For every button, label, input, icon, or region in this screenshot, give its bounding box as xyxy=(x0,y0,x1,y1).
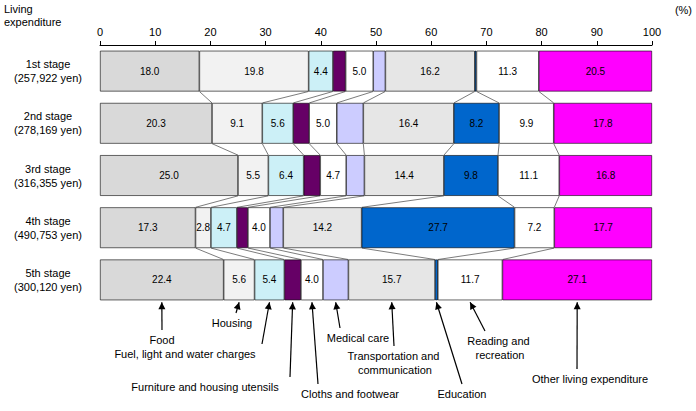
svg-text:4.0: 4.0 xyxy=(305,274,319,285)
svg-text:5.6: 5.6 xyxy=(232,274,246,285)
svg-text:15.7: 15.7 xyxy=(382,274,402,285)
svg-text:14.4: 14.4 xyxy=(394,170,414,181)
svg-text:0: 0 xyxy=(97,26,103,38)
svg-text:100: 100 xyxy=(643,26,661,38)
svg-text:communication: communication xyxy=(358,364,432,376)
svg-text:Food: Food xyxy=(149,334,174,346)
svg-text:10: 10 xyxy=(149,26,161,38)
svg-text:16.8: 16.8 xyxy=(596,170,616,181)
svg-text:20: 20 xyxy=(204,26,216,38)
svg-text:11.3: 11.3 xyxy=(498,66,517,77)
svg-text:9.9: 9.9 xyxy=(519,118,533,129)
svg-text:11.1: 11.1 xyxy=(519,170,538,181)
svg-text:17.7: 17.7 xyxy=(593,222,613,233)
svg-text:Education: Education xyxy=(438,388,487,400)
svg-text:5.5: 5.5 xyxy=(246,170,260,181)
svg-text:22.4: 22.4 xyxy=(152,274,172,285)
svg-text:16.4: 16.4 xyxy=(399,118,419,129)
svg-text:18.0: 18.0 xyxy=(140,66,160,77)
svg-text:4.4: 4.4 xyxy=(314,66,328,77)
svg-text:90: 90 xyxy=(591,26,603,38)
svg-text:16.2: 16.2 xyxy=(420,66,440,77)
svg-text:50: 50 xyxy=(370,26,382,38)
svg-text:(257,922 yen): (257,922 yen) xyxy=(14,72,82,84)
svg-text:19.8: 19.8 xyxy=(244,66,264,77)
svg-text:2nd stage: 2nd stage xyxy=(24,110,72,122)
svg-text:(278,169 yen): (278,169 yen) xyxy=(14,124,82,136)
svg-text:expenditure: expenditure xyxy=(4,16,62,28)
svg-text:Cloths and footwear: Cloths and footwear xyxy=(301,388,399,400)
svg-text:Reading and: Reading and xyxy=(467,335,532,347)
svg-text:4th stage: 4th stage xyxy=(25,215,70,227)
svg-text:20.5: 20.5 xyxy=(586,66,606,77)
svg-text:4.7: 4.7 xyxy=(326,170,340,181)
svg-text:60: 60 xyxy=(425,26,437,38)
svg-text:17.8: 17.8 xyxy=(593,118,613,129)
svg-text:(300,120 yen): (300,120 yen) xyxy=(14,281,82,293)
svg-text:Other living expenditure: Other living expenditure xyxy=(532,373,648,385)
svg-text:3rd stage: 3rd stage xyxy=(25,163,71,175)
svg-text:6.4: 6.4 xyxy=(279,170,293,181)
svg-text:25.0: 25.0 xyxy=(159,170,179,181)
svg-text:14.2: 14.2 xyxy=(313,222,333,233)
svg-text:27.7: 27.7 xyxy=(428,222,448,233)
svg-text:17.3: 17.3 xyxy=(138,222,158,233)
svg-text:Fuel, light and water charges: Fuel, light and water charges xyxy=(114,348,256,360)
svg-text:4.0: 4.0 xyxy=(252,222,266,233)
svg-text:11.7: 11.7 xyxy=(461,274,480,285)
svg-text:70: 70 xyxy=(480,26,492,38)
svg-text:4.7: 4.7 xyxy=(217,222,231,233)
svg-text:5th stage: 5th stage xyxy=(25,267,70,279)
svg-text:1st stage: 1st stage xyxy=(26,58,71,70)
svg-text:Transportation and: Transportation and xyxy=(348,350,443,362)
svg-text:Housing: Housing xyxy=(212,317,252,329)
svg-text:Medical care: Medical care xyxy=(327,332,389,344)
svg-text:recreation: recreation xyxy=(476,349,525,361)
svg-text:Furniture and housing utensils: Furniture and housing utensils xyxy=(131,381,279,393)
svg-text:5.0: 5.0 xyxy=(352,66,366,77)
svg-text:2.8: 2.8 xyxy=(196,222,210,233)
svg-text:5.0: 5.0 xyxy=(316,118,330,129)
svg-text:8.2: 8.2 xyxy=(470,118,484,129)
svg-text:7.2: 7.2 xyxy=(527,222,541,233)
svg-text:40: 40 xyxy=(315,26,327,38)
svg-text:27.1: 27.1 xyxy=(567,274,587,285)
svg-text:20.3: 20.3 xyxy=(146,118,166,129)
svg-text:5.4: 5.4 xyxy=(263,274,277,285)
svg-text:Living: Living xyxy=(4,3,36,15)
svg-text:(490,753 yen): (490,753 yen) xyxy=(14,229,82,241)
svg-text:80: 80 xyxy=(535,26,547,38)
svg-text:9.1: 9.1 xyxy=(230,118,244,129)
svg-text:5.6: 5.6 xyxy=(271,118,285,129)
svg-text:(316,355 yen): (316,355 yen) xyxy=(14,177,82,189)
svg-text:30: 30 xyxy=(259,26,271,38)
svg-text:(%): (%) xyxy=(675,4,692,16)
svg-text:9.8: 9.8 xyxy=(464,170,478,181)
